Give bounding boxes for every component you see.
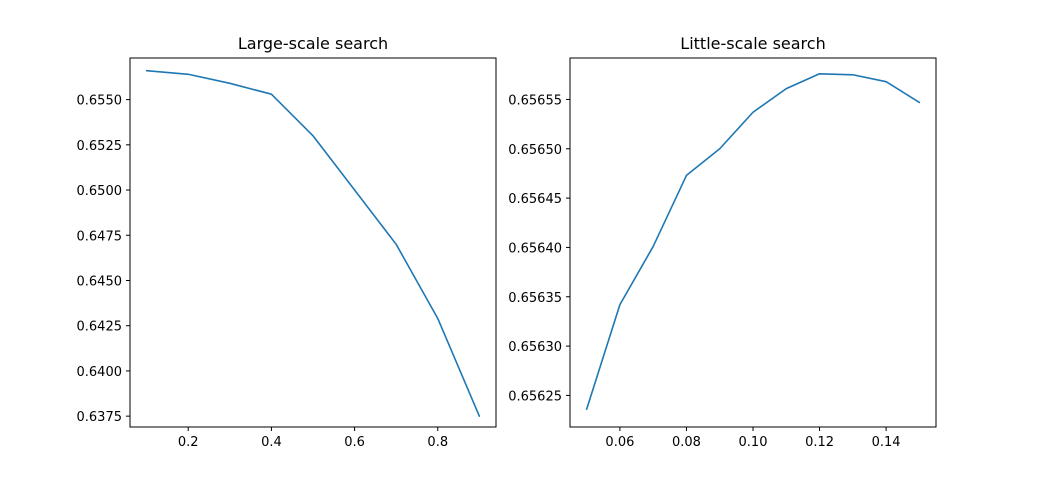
y-tick-label: 0.65645	[508, 192, 562, 207]
x-tick-label: 0.6	[344, 435, 365, 450]
x-tick-label: 0.14	[872, 435, 901, 450]
y-tick-label: 0.6525	[77, 139, 123, 154]
y-tick-label: 0.65630	[508, 340, 562, 355]
y-tick-label: 0.6475	[77, 229, 123, 244]
y-tick-label: 0.6500	[77, 184, 123, 199]
axes-frame	[129, 57, 497, 428]
x-tick-label: 0.2	[178, 435, 199, 450]
series-line	[145, 69, 481, 417]
y-tick-label: 0.65650	[508, 143, 562, 158]
chart-little-scale-search: Little-scale search 0.06 0.08 0.10 0.12 0.14…	[508, 34, 937, 450]
y-tick-label: 0.65625	[508, 389, 562, 404]
y-tick-label: 0.6425	[77, 320, 123, 335]
x-tick-label: 0.06	[605, 435, 634, 450]
y-tick-label: 0.65655	[508, 93, 562, 108]
chart-title: Large-scale search	[238, 34, 388, 53]
y-tick-label: 0.65640	[508, 241, 562, 256]
y-tick-label: 0.6400	[77, 365, 123, 380]
x-tick-label: 0.08	[672, 435, 701, 450]
y-tick-label: 0.6450	[77, 274, 123, 289]
y-tick-label: 0.6550	[77, 94, 123, 109]
series-line	[585, 72, 921, 411]
chart-title: Little-scale search	[680, 34, 825, 53]
x-tick-label: 0.10	[739, 435, 768, 450]
x-tick-label: 0.12	[805, 435, 834, 450]
x-tick-label: 0.8	[427, 435, 448, 450]
y-tick-label: 0.65635	[508, 291, 562, 306]
chart-large-scale-search: Large-scale search 0.2 0.4 0.6 0.8 0.6375 0.6…	[77, 34, 497, 450]
y-tick-label: 0.6375	[77, 410, 123, 425]
x-tick-label: 0.4	[261, 435, 282, 450]
